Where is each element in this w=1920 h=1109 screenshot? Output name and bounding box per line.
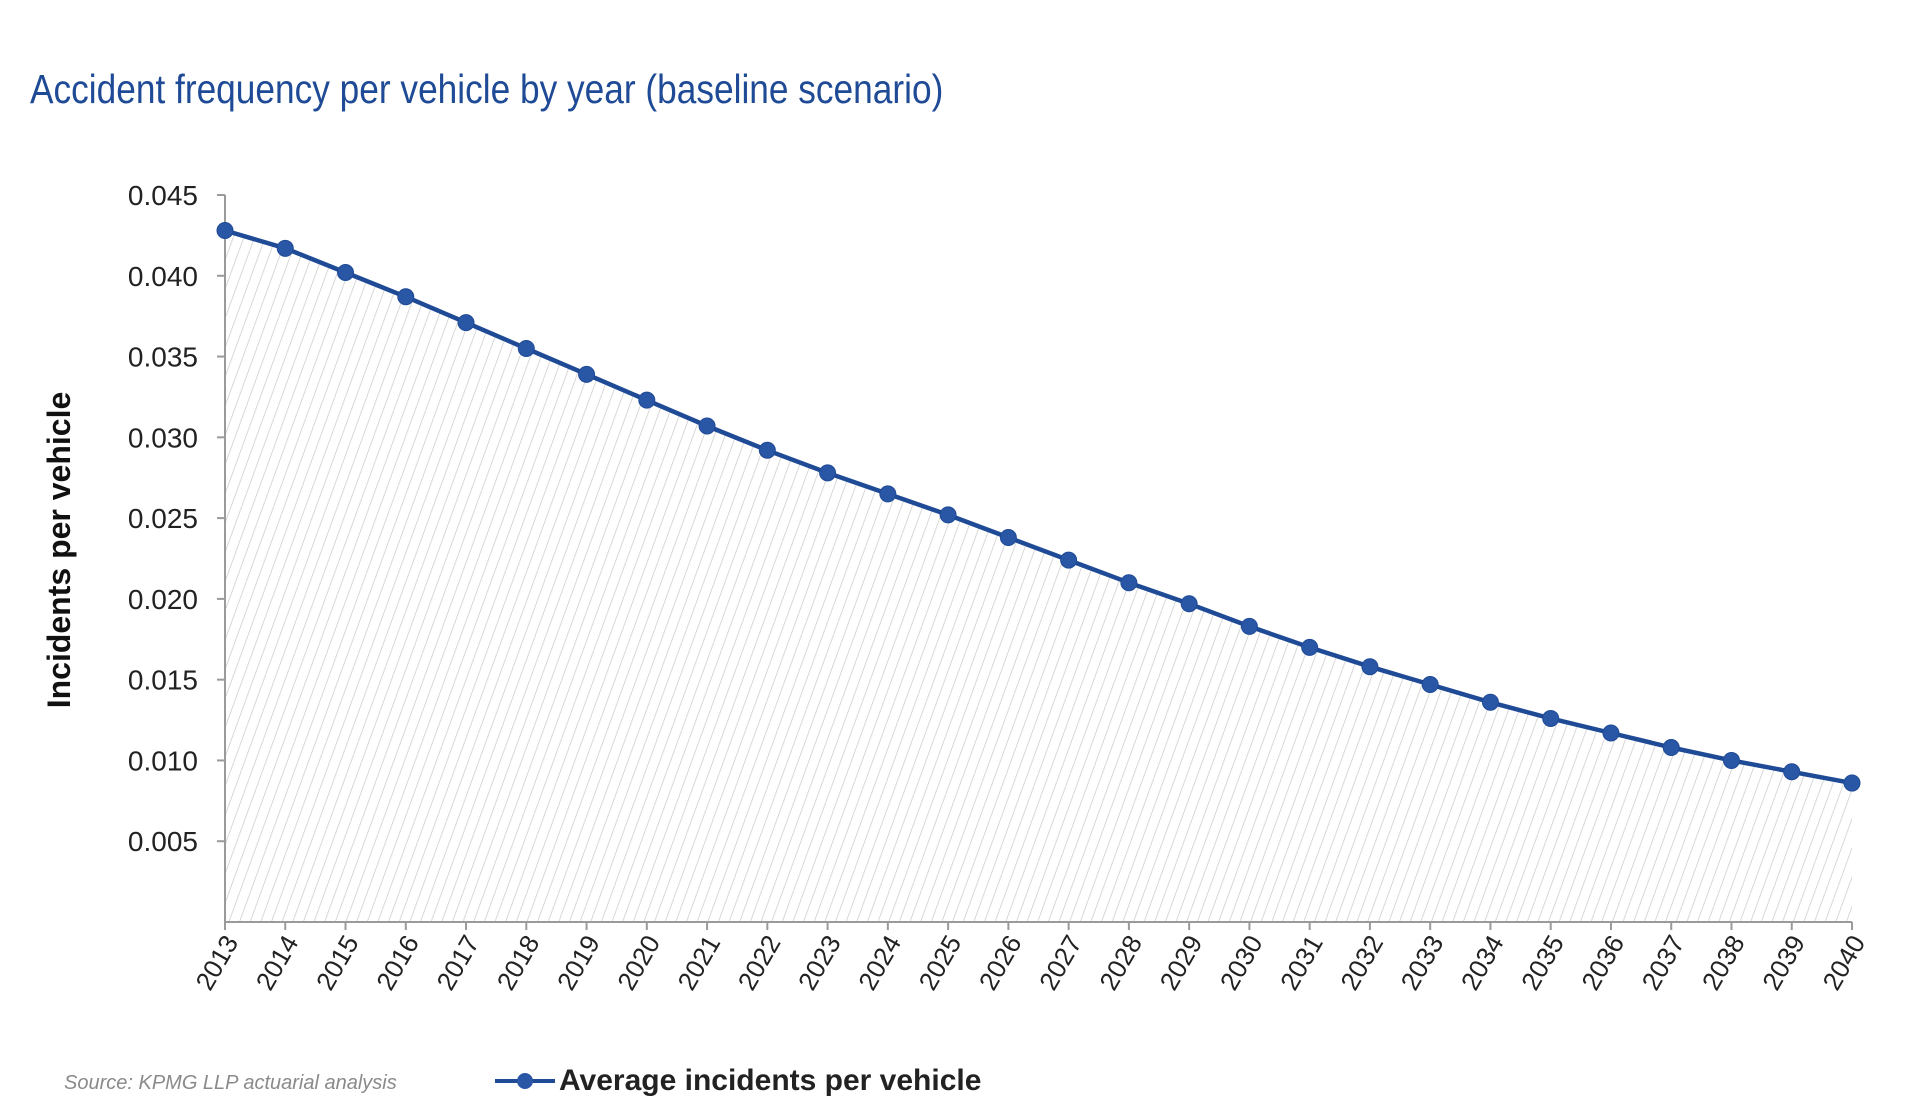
x-tick-label: 2021 (671, 930, 726, 995)
data-point-2031 (1301, 638, 1319, 656)
y-tick-label: 0.015 (128, 665, 198, 696)
data-point-2034 (1481, 693, 1499, 711)
x-tick-label: 2029 (1153, 930, 1208, 995)
data-point-2018 (517, 339, 535, 357)
x-tick-label: 2020 (611, 930, 666, 995)
x-tick-label: 2015 (310, 930, 365, 995)
data-point-2037 (1662, 739, 1680, 757)
data-point-2017 (457, 314, 475, 332)
x-tick-label: 2016 (370, 930, 425, 995)
y-tick-label: 0.010 (128, 745, 198, 776)
data-point-2028 (1120, 574, 1138, 592)
x-tick-label: 2038 (1696, 930, 1751, 995)
data-points (216, 222, 1861, 792)
y-axis-title: Incidents per vehicle (41, 392, 77, 709)
x-tick-label: 2027 (1033, 930, 1088, 995)
data-point-2029 (1180, 595, 1198, 613)
data-point-2020 (638, 391, 656, 409)
data-point-2021 (698, 417, 716, 435)
x-tick-label: 2032 (1334, 930, 1389, 995)
x-tick-label: 2035 (1515, 930, 1570, 995)
data-point-2023 (819, 464, 837, 482)
x-tick-label: 2026 (973, 930, 1028, 995)
x-tick-label: 2025 (912, 930, 967, 995)
x-tick-label: 2036 (1575, 930, 1630, 995)
x-tick-label: 2028 (1093, 930, 1148, 995)
data-point-2025 (939, 506, 957, 524)
data-point-2019 (578, 365, 596, 383)
x-tick-label: 2037 (1636, 930, 1691, 995)
data-point-2015 (337, 264, 355, 282)
x-tick-label: 2019 (551, 930, 606, 995)
data-point-2022 (758, 441, 776, 459)
legend-marker (495, 1071, 555, 1091)
data-point-2024 (879, 485, 897, 503)
data-point-2013 (216, 222, 234, 240)
data-point-2030 (1240, 617, 1258, 635)
data-point-2027 (1060, 551, 1078, 569)
legend-label: Average incidents per vehicle (559, 1064, 982, 1097)
x-tick-label: 2031 (1274, 930, 1329, 995)
y-tick-label: 0.025 (128, 503, 198, 534)
data-point-2016 (397, 288, 415, 306)
data-point-2026 (999, 528, 1017, 546)
y-tick-label: 0.005 (128, 826, 198, 857)
chart-title: Accident frequency per vehicle by year (… (30, 66, 944, 112)
x-tick-label: 2014 (250, 930, 305, 995)
y-axis-ticks: 0.045 0.040 0.035 0.030 0.025 0.020 0.015 0.010… (128, 180, 225, 857)
x-tick-label: 2039 (1756, 930, 1811, 995)
data-point-2039 (1783, 763, 1801, 781)
x-tick-label: 2034 (1455, 930, 1510, 995)
area-fill (225, 230, 1852, 922)
x-axis-ticks: 2013 2014 2015 2016 2017 2018 2019 2020 2021 2022… (189, 922, 1871, 995)
x-tick-label: 2018 (491, 930, 546, 995)
x-tick-label: 2022 (732, 930, 787, 995)
data-point-2033 (1421, 676, 1439, 694)
y-tick-label: 0.035 (128, 342, 198, 373)
x-tick-label: 2017 (430, 930, 485, 995)
data-point-2038 (1722, 751, 1740, 769)
data-point-2040 (1843, 774, 1861, 792)
x-tick-label: 2024 (852, 930, 907, 995)
x-tick-label: 2013 (189, 930, 244, 995)
data-point-2032 (1361, 658, 1379, 676)
x-tick-label: 2033 (1394, 930, 1449, 995)
y-tick-label: 0.045 (128, 180, 198, 211)
x-tick-label: 2030 (1214, 930, 1269, 995)
x-tick-label: 2040 (1816, 930, 1871, 995)
series-line-average-incidents (224, 228, 1853, 786)
y-tick-label: 0.030 (128, 422, 198, 453)
y-tick-label: 0.020 (128, 584, 198, 615)
data-point-2014 (276, 239, 294, 257)
x-tick-label: 2023 (792, 930, 847, 995)
y-tick-label: 0.040 (128, 261, 198, 292)
data-point-2035 (1542, 709, 1560, 727)
legend: Average incidents per vehicle (495, 1062, 981, 1100)
data-point-2036 (1602, 724, 1620, 742)
source-note: Source: KPMG LLP actuarial analysis (64, 1072, 397, 1094)
